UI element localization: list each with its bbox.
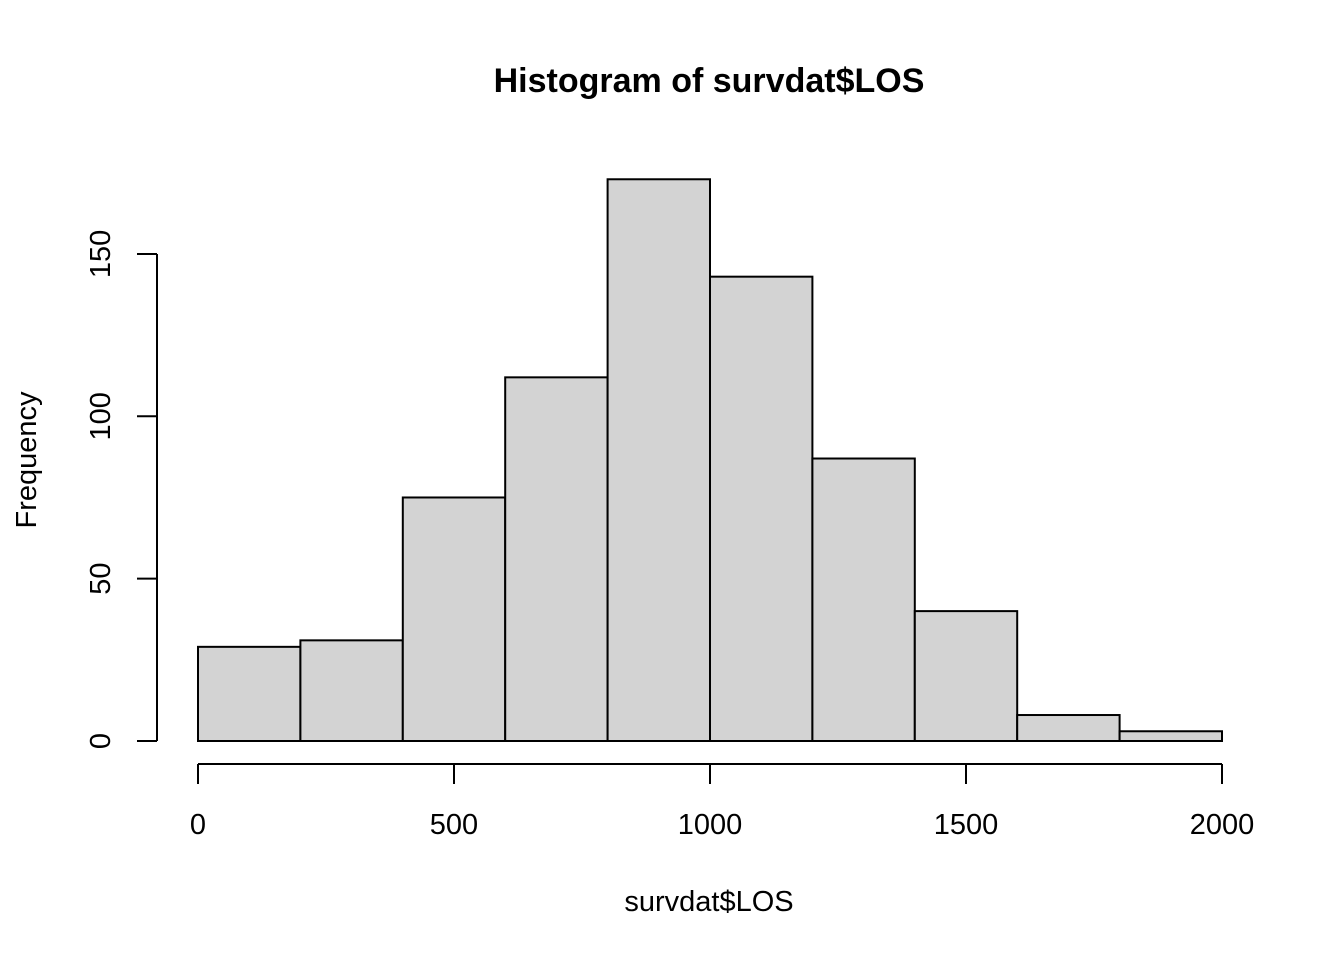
- chart-title: Histogram of survdat$LOS: [494, 62, 925, 100]
- histogram-bar-5: [709, 275, 814, 742]
- y-tick-label-50: 50: [85, 563, 117, 595]
- y-tick-label-150: 150: [85, 230, 117, 278]
- histogram-bar-4: [606, 178, 711, 743]
- y-axis-label: Frequency: [11, 391, 43, 529]
- y-axis: 0 50 100 150: [85, 230, 158, 749]
- x-tick-label-1000: 1000: [678, 809, 743, 841]
- y-tick-label-100: 100: [85, 392, 117, 440]
- histogram-bar-6: [811, 457, 916, 742]
- y-tick-label-0: 0: [85, 733, 117, 749]
- histogram-bar-1: [299, 639, 404, 743]
- x-axis: 0 500 1000 1500 2000: [190, 763, 1255, 841]
- x-axis-label: survdat$LOS: [624, 886, 793, 918]
- histogram-bar-2: [401, 496, 507, 742]
- x-tick-label-1500: 1500: [934, 809, 999, 841]
- histogram-bar-3: [504, 376, 609, 742]
- bars-group: [197, 178, 1223, 743]
- x-tick-label-0: 0: [190, 809, 206, 841]
- histogram-bar-8: [1016, 714, 1121, 742]
- histogram-bar-7: [913, 610, 1019, 742]
- histogram-bar-9: [1118, 730, 1223, 742]
- x-tick-label-500: 500: [430, 809, 478, 841]
- x-tick-label-2000: 2000: [1190, 809, 1255, 841]
- histogram-bar-0: [197, 645, 302, 742]
